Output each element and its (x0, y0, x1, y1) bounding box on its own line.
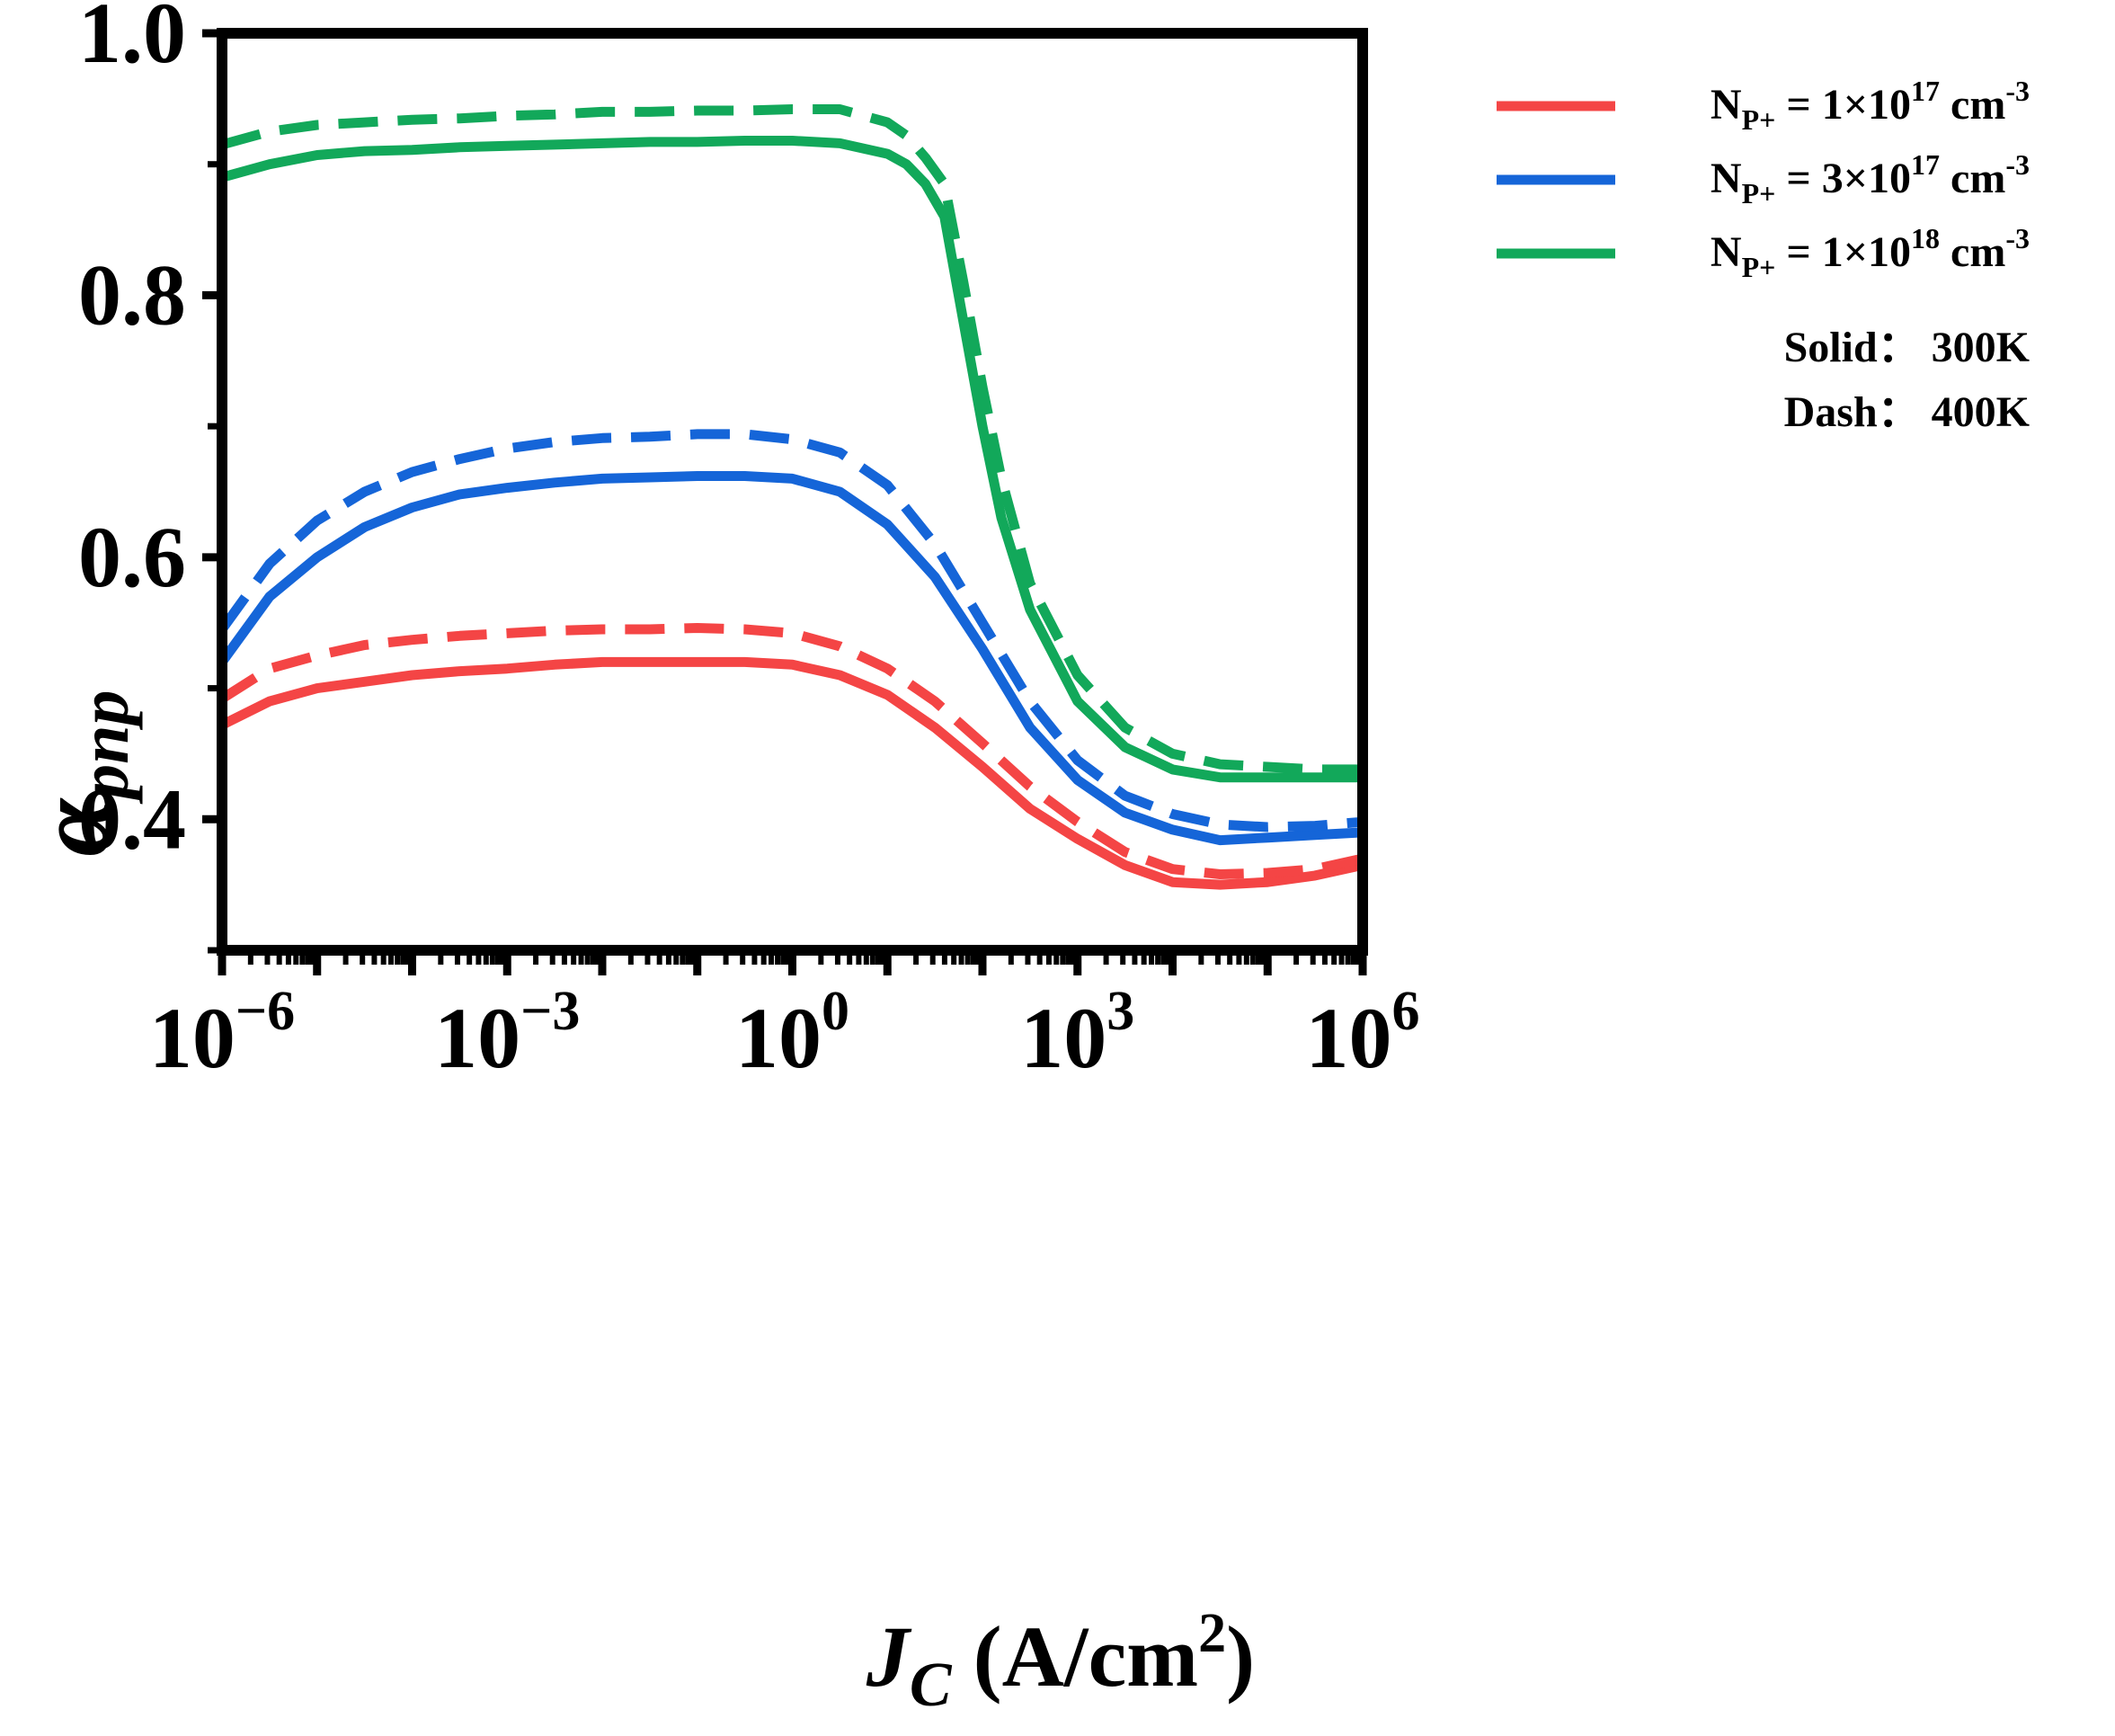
y-tick-label: 0.8 (78, 246, 186, 343)
x-axis-label-base: J (866, 1608, 912, 1705)
legend: NP+ = 1×1017 cm-3 NP+ = 3×1017 cm-3 NP+ = … (1497, 75, 2030, 436)
x-axis-label-unit-end: ) (1226, 1608, 1255, 1705)
series-line-red-dash-400k (219, 623, 1364, 879)
x-axis-label: JC (A/cm2) (866, 1603, 1255, 1720)
y-tick-label: 0.4 (78, 770, 186, 867)
series-line-green-solid-300k (220, 136, 1363, 783)
series-layer (218, 104, 1364, 890)
y-tick-label: 0.6 (78, 509, 186, 605)
series-line-blue-solid-300k (218, 471, 1364, 846)
series-line-green-dash-400k (220, 104, 1363, 775)
x-tick-label: 100 (735, 981, 849, 1086)
x-tick-label: 103 (1020, 981, 1134, 1086)
x-axis-label-unit-sup: 2 (1198, 1603, 1226, 1664)
x-axis-label-unit: (A/cm (952, 1608, 1199, 1705)
legend-label-green: NP+ = 1×1018 cm-3 (1711, 222, 2030, 283)
series-line-red-solid-300k (219, 656, 1364, 890)
legend-note: Solid： 300K (1784, 324, 2030, 371)
axis-layer: 0.4 0.6 0.8 1.0 10−6 10−3 100 103 106 (78, 0, 1420, 1086)
y-tick-label: 1.0 (78, 0, 186, 81)
plot-frame (217, 28, 1368, 956)
series-line-blue-dash-400k (218, 429, 1364, 832)
y-axis-label-sub: pnp (65, 690, 143, 804)
y-axis-label: αpnp (16, 690, 143, 856)
legend-label-blue: NP+ = 3×1017 cm-3 (1711, 148, 2030, 209)
legend-label-red: NP+ = 1×1017 cm-3 (1711, 75, 2030, 136)
x-tick-label: 10−6 (149, 981, 295, 1086)
x-tick-label: 10−3 (434, 981, 580, 1086)
x-tick-label: 106 (1306, 981, 1420, 1086)
legend-note: Dash： 400K (1784, 388, 2030, 436)
y-axis-label-base: α (16, 797, 130, 857)
x-axis-label-sub: C (910, 1651, 953, 1720)
